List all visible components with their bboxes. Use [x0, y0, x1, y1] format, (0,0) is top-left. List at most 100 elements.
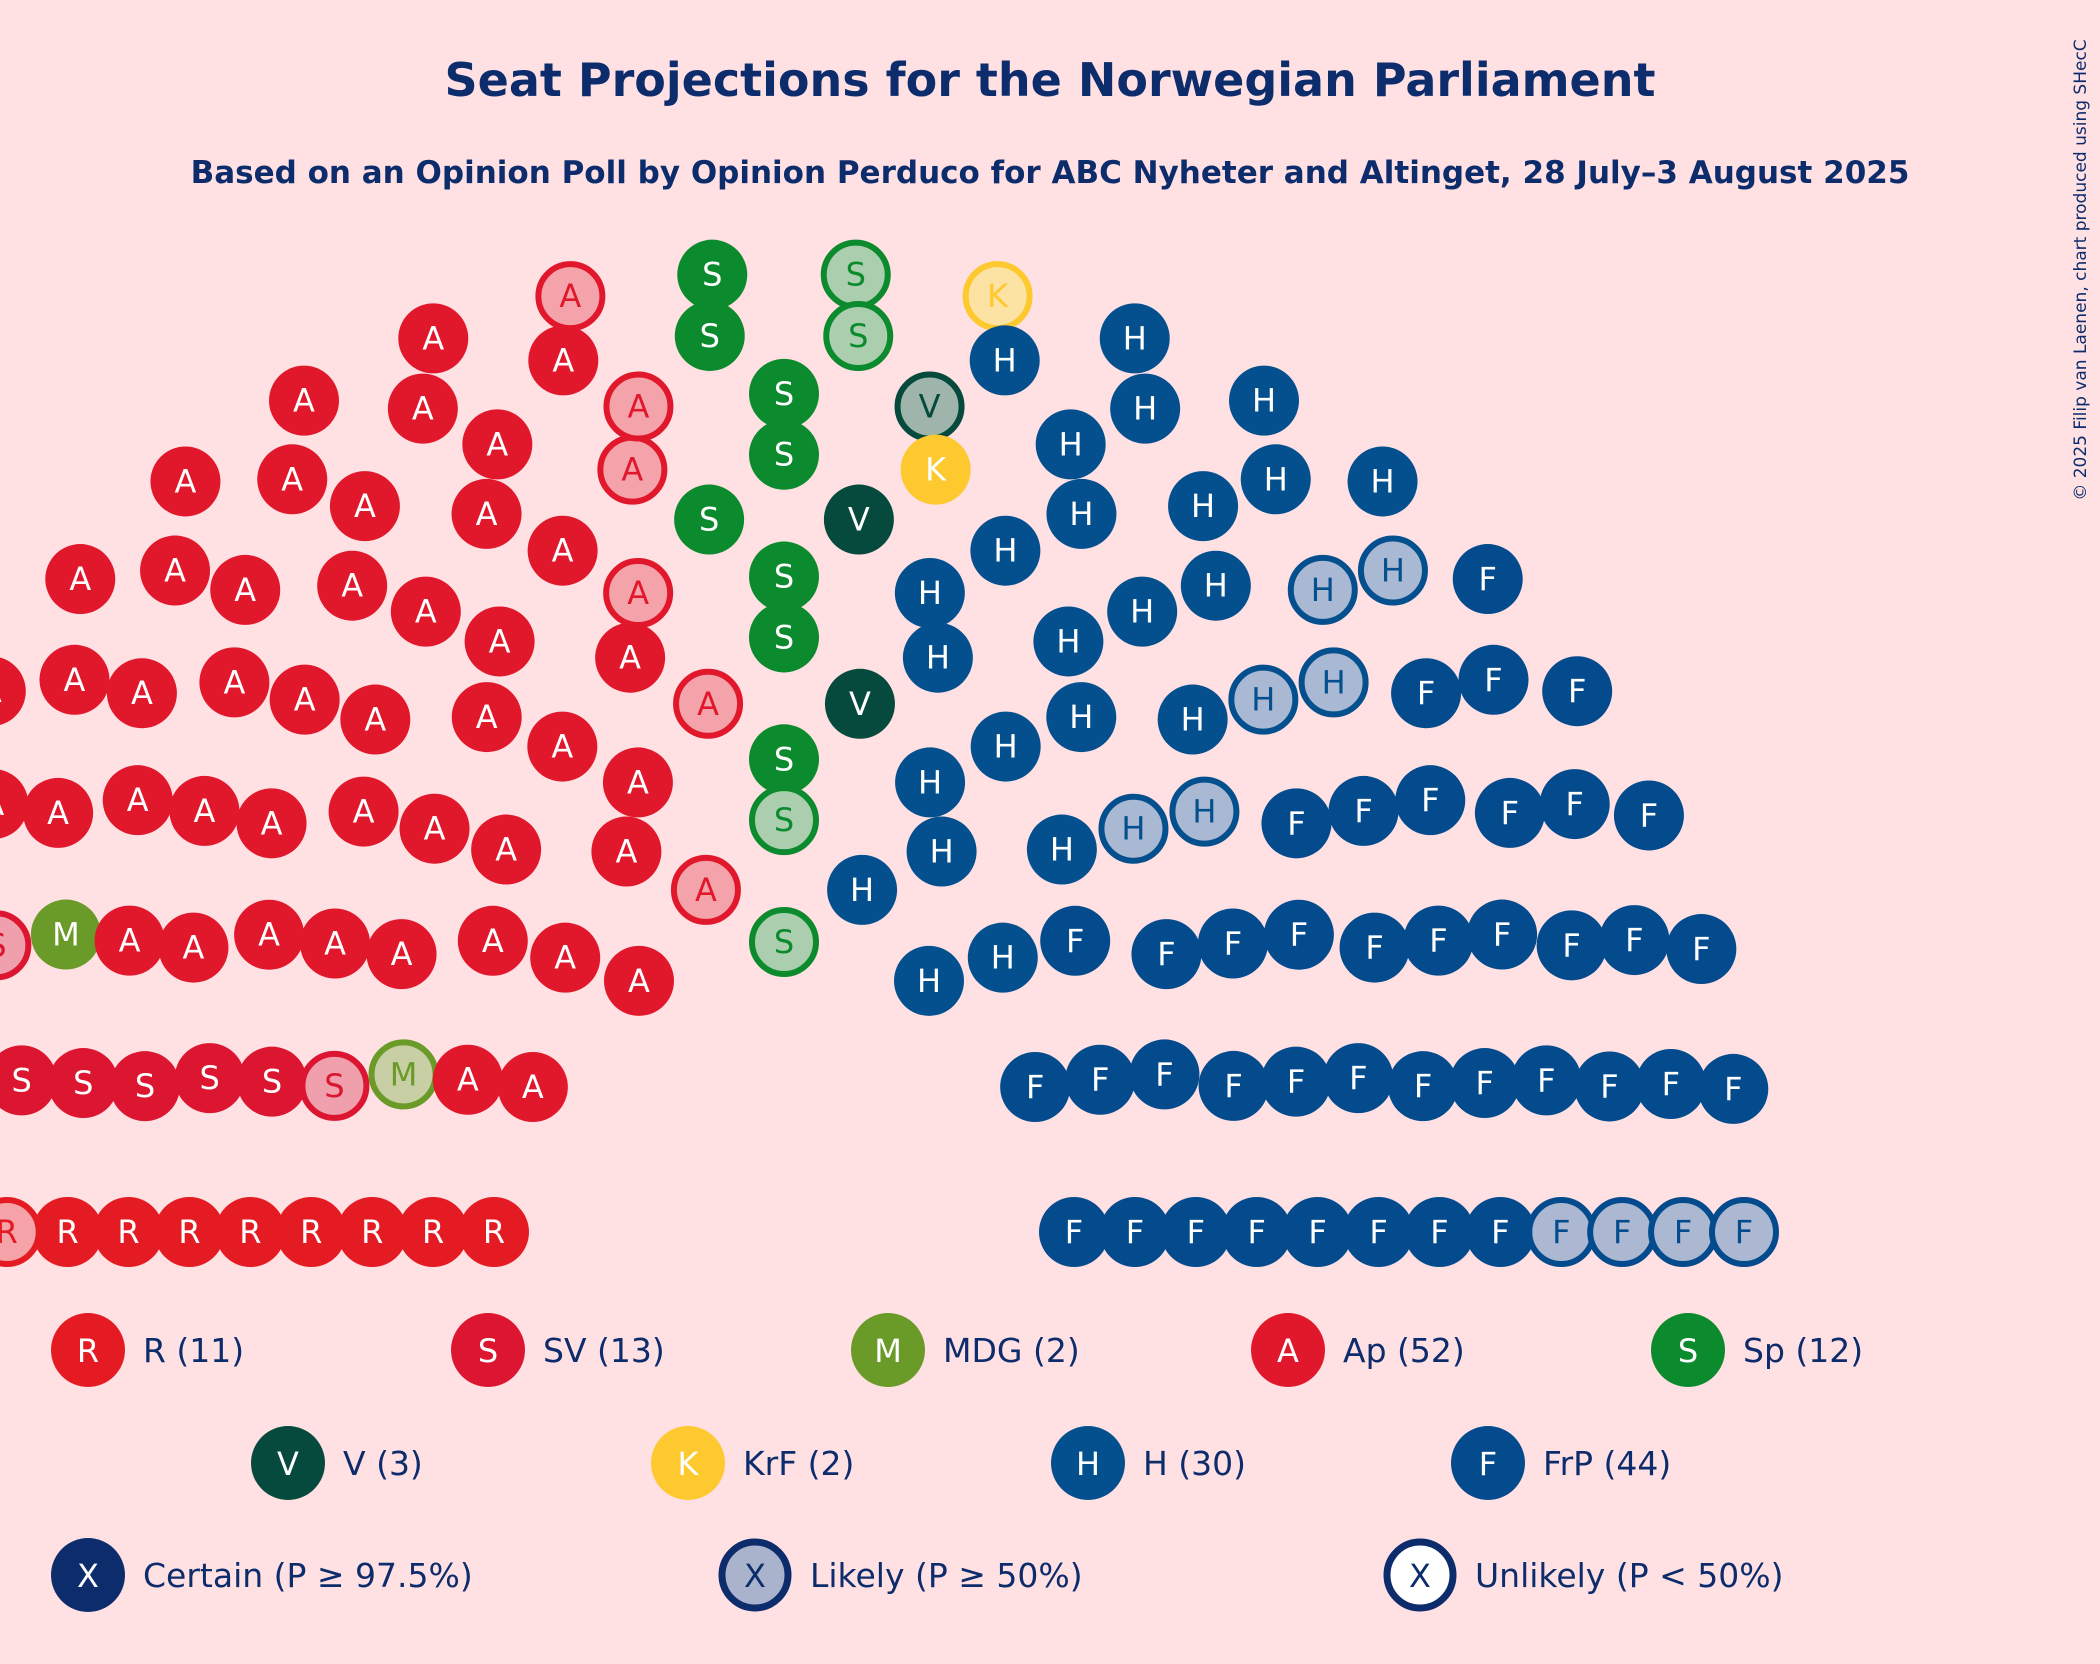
svg-text:A: A [619, 639, 641, 677]
svg-text:H: H [1322, 663, 1346, 701]
svg-text:R: R [117, 1213, 139, 1251]
seat-ap: A [328, 776, 399, 847]
svg-text:A: A [697, 685, 719, 723]
legend-item-ap: A Ap (52) [1251, 1313, 1465, 1387]
seat-arc: RRRRRRRRRRRSSSSSSSSSSSSSMMAAAAAAAAAAAAAA… [0, 239, 1779, 1267]
svg-text:A: A [551, 728, 573, 766]
svg-text:F: F [1479, 1445, 1497, 1483]
seat-sp: S [674, 484, 745, 555]
svg-text:F: F [1091, 1061, 1109, 1099]
svg-text:A: A [552, 341, 574, 379]
seat-h: H [967, 922, 1038, 993]
svg-text:A: A [554, 939, 576, 977]
seat-frp: F [1388, 1051, 1459, 1122]
seat-h: H [1168, 471, 1239, 542]
svg-text:A: A [615, 833, 637, 871]
seat-h: H [1046, 682, 1117, 753]
seat-h: H [1110, 373, 1181, 444]
seat-frp: F [1465, 1197, 1536, 1267]
seat-ap: A [451, 478, 522, 549]
svg-text:A: A [457, 1061, 479, 1099]
svg-text:S: S [702, 256, 722, 294]
svg-text:F: F [1568, 672, 1586, 710]
seat-sp: S [749, 724, 819, 795]
seat-frp: F [1709, 1197, 1779, 1267]
seat-h: H [902, 622, 973, 693]
seat-ap: A [390, 576, 461, 647]
svg-text:S: S [73, 1064, 93, 1102]
seat-frp: F [1526, 1197, 1597, 1267]
seat-ap: A [0, 769, 29, 839]
svg-text:H: H [1251, 681, 1275, 719]
seat-r: R [93, 1197, 164, 1267]
svg-text:F: F [1287, 804, 1305, 842]
svg-text:A: A [627, 574, 649, 612]
seat-ap: A [673, 668, 744, 739]
seat-ap: A [269, 365, 339, 436]
svg-text:F: F [1224, 924, 1242, 962]
svg-text:S: S [846, 256, 866, 294]
seat-h: H [1228, 664, 1299, 735]
seat-h: H [894, 557, 965, 628]
seat-sp: S [677, 239, 748, 310]
seat-r: R [276, 1197, 347, 1267]
seat-v: V [823, 484, 894, 555]
svg-text:H: H [1371, 462, 1395, 500]
seat-h: H [1099, 303, 1170, 374]
svg-text:A: A [183, 929, 205, 967]
seat-frp: F [1343, 1197, 1414, 1267]
seat-frp: F [1542, 656, 1613, 727]
seat-frp: F [1458, 644, 1529, 715]
seat-mdg: M [368, 1039, 439, 1110]
seat-h: H [1298, 647, 1369, 718]
svg-text:H: H [917, 962, 941, 1000]
seat-ap: A [158, 912, 229, 983]
seat-ap: A [199, 647, 270, 718]
svg-text:A: A [131, 674, 153, 712]
svg-text:F: F [1491, 1213, 1509, 1251]
seat-ap: A [462, 409, 533, 480]
svg-text:S: S [774, 801, 794, 839]
svg-text:H: H [994, 728, 1018, 766]
seat-ap: A [234, 899, 305, 970]
seat-h: H [1026, 814, 1097, 885]
svg-text:F: F [1613, 1213, 1631, 1251]
seat-ap: A [602, 747, 673, 818]
svg-text:F: F [1157, 935, 1175, 973]
seat-frp: F [1328, 775, 1399, 846]
seat-h: H [1169, 776, 1240, 847]
svg-text:F: F [1724, 1070, 1742, 1108]
svg-text:F: F [1308, 1213, 1326, 1251]
svg-text:F: F [1354, 792, 1372, 830]
svg-text:FrP (44): FrP (44) [1543, 1444, 1671, 1483]
legend-item-v: V V (3) [251, 1426, 423, 1500]
seat-r: R [154, 1197, 225, 1267]
seat-h: H [906, 816, 977, 887]
seat-frp: F [1536, 910, 1607, 981]
seat-ap: A [150, 446, 221, 517]
svg-text:H: H [1381, 552, 1405, 590]
svg-text:F: F [1414, 1067, 1432, 1105]
legend-certain: X Certain (P ≥ 97.5%) [51, 1538, 473, 1612]
svg-text:F: F [1126, 1213, 1144, 1251]
legend-item-frp: F FrP (44) [1451, 1426, 1671, 1500]
seat-h: H [1033, 606, 1104, 677]
seat-ap: A [398, 303, 469, 374]
seat-frp: F [1221, 1197, 1292, 1267]
legend-unlikely: X Unlikely (P < 50%) [1383, 1538, 1783, 1612]
svg-text:S: S [774, 436, 794, 474]
seat-r: R [398, 1197, 469, 1267]
seat-frp: F [1263, 899, 1334, 970]
svg-text:A: A [559, 277, 581, 315]
seat-frp: F [1039, 1197, 1109, 1267]
seat-frp: F [1391, 658, 1462, 729]
svg-text:F: F [1417, 674, 1435, 712]
seat-h: H [969, 325, 1040, 396]
seat-ap: A [387, 373, 458, 444]
chart-title: Seat Projections for the Norwegian Parli… [444, 53, 1655, 107]
svg-text:F: F [1600, 1067, 1618, 1105]
seat-sp: S [749, 541, 819, 612]
svg-text:S: S [262, 1063, 282, 1101]
svg-text:MDG (2): MDG (2) [943, 1331, 1080, 1370]
